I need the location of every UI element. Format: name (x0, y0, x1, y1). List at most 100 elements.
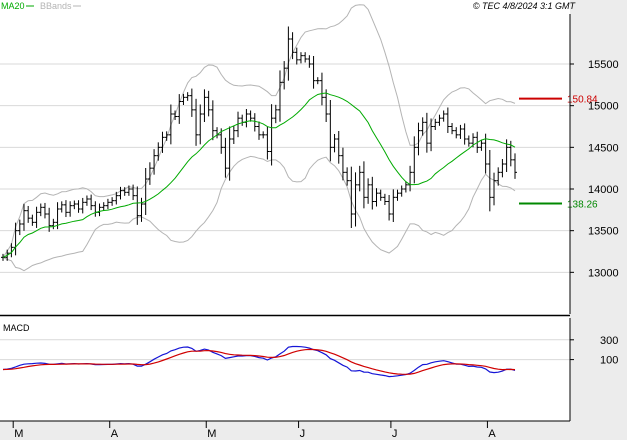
ohlc-bar (105, 198, 110, 210)
ohlc-bar (454, 127, 459, 139)
ohlc-bar (42, 202, 47, 219)
ohlc-bar (164, 131, 169, 141)
price-axis-strip (570, 0, 627, 440)
ohlc-bar (458, 124, 463, 139)
ohlc-bar (89, 194, 94, 211)
ohlc-bar (378, 189, 383, 201)
ohlc-bar (483, 133, 488, 174)
ohlc-bar (26, 205, 31, 223)
signal-line (2, 348, 516, 375)
bbands-lower-line (2, 155, 516, 272)
price-tick-label: 14500 (588, 142, 619, 154)
price-levels: 150.84 138.26 (519, 95, 598, 211)
ohlc-bar (143, 168, 148, 215)
macd-gridlines (0, 339, 570, 361)
ohlc-bar (189, 88, 194, 117)
ohlc-bar (219, 128, 224, 154)
time-tick-label: M (207, 428, 216, 440)
ohlc-bar (487, 150, 492, 212)
ohlc-bar (59, 201, 64, 213)
ohlc-bar (441, 110, 446, 122)
ohlc-bar (307, 55, 312, 68)
macd-panel-title: MACD (3, 323, 30, 333)
ohlc-bar (315, 77, 320, 85)
ohlc-bar (114, 191, 119, 205)
price-tick-label: 15500 (588, 59, 619, 71)
ohlc-bar (160, 131, 165, 153)
ohlc-bar (198, 104, 203, 145)
ohlc-bar (181, 93, 186, 105)
ohlc-bar (269, 104, 274, 166)
time-tick-label: J (392, 428, 398, 440)
ohlc-bar (353, 172, 358, 227)
ohlc-bar (55, 202, 60, 230)
ohlc-bar (135, 186, 140, 225)
ohlc-bar (399, 185, 404, 197)
ohlc-bar (298, 52, 303, 64)
ohlc-bar (202, 89, 207, 122)
ohlc-bar (466, 135, 471, 147)
ohlc-bar (328, 100, 333, 162)
ohlc-bar (277, 70, 282, 122)
legend-bbands: BBands (40, 1, 72, 11)
ma20-path (2, 92, 516, 258)
ohlc-bar (361, 161, 366, 209)
macd-tick-label: 300 (600, 335, 618, 347)
price-axis-labels: 13000 13500 14000 14500 15000 15500 (570, 59, 619, 279)
macd-axis-labels: 100 300 (570, 335, 618, 367)
ohlc-bar (450, 123, 455, 135)
ohlc-bar (366, 178, 371, 204)
ohlc-bar (420, 117, 425, 136)
ohlc-bar (437, 114, 442, 126)
ohlc-bar (424, 112, 429, 153)
ohlc-bar (382, 193, 387, 205)
ohlc-bar (319, 72, 324, 106)
ohlc-bar (177, 94, 182, 124)
ohlc-bar (38, 203, 43, 217)
ohlc-bar (374, 188, 379, 207)
ohlc-bar (101, 202, 106, 211)
ohlc-bar (492, 172, 497, 206)
time-tick-label: M (14, 428, 23, 440)
ohlc-bar (152, 149, 157, 175)
ohlc-bar (273, 104, 278, 124)
ohlc-bar (210, 100, 215, 141)
ohlc-bar (147, 162, 152, 185)
ohlc-bar (286, 26, 291, 81)
ohlc-bar (21, 203, 26, 231)
bollinger-bands (2, 4, 516, 272)
ohlc-bar (391, 189, 396, 222)
ohlc-bar (513, 153, 517, 179)
ohlc-bar (445, 107, 450, 133)
ohlc-bar (349, 166, 354, 228)
macd-tick-label: 100 (600, 355, 618, 367)
ohlc-bar (126, 185, 131, 196)
ohlc-bar (357, 165, 362, 192)
ohlc-bar (72, 200, 77, 210)
price-bars (1, 26, 517, 261)
ohlc-bar (324, 89, 329, 122)
time-axis-strip (0, 421, 627, 440)
price-tick-label: 15000 (588, 101, 619, 113)
ohlc-bar (63, 200, 68, 218)
macd-plot-area (0, 318, 570, 421)
ohlc-bar (17, 219, 22, 236)
ohlc-bar (76, 200, 81, 213)
bbands-upper-line (2, 4, 516, 258)
ohlc-bar (332, 134, 337, 153)
ohlc-bar (139, 197, 144, 222)
ohlc-bar (47, 207, 52, 232)
ohlc-bar (336, 131, 341, 164)
ohlc-bar (227, 126, 232, 181)
ohlc-bar (34, 206, 39, 228)
ohlc-bar (265, 126, 270, 160)
ohlc-bar (403, 181, 408, 193)
timestamp: © TEC 4/8/2024 3:1 GMT (473, 1, 577, 11)
ohlc-bar (345, 167, 350, 186)
ohlc-bar (185, 92, 190, 101)
ohlc-bar (429, 118, 434, 152)
price-tick-label: 14000 (588, 184, 619, 196)
ohlc-bar (282, 61, 287, 90)
